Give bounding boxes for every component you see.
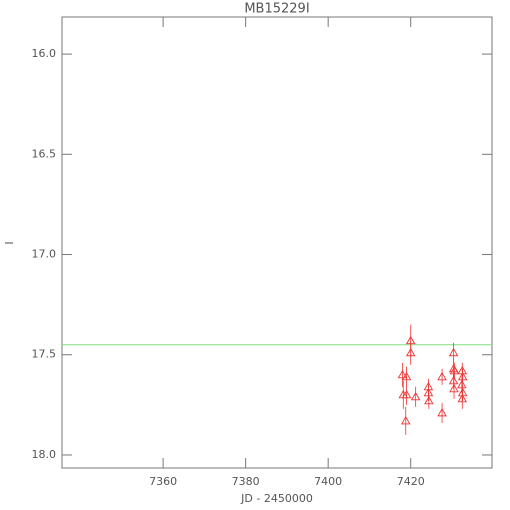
x-axis-label: JD - 2450000 bbox=[240, 492, 313, 505]
data-point bbox=[423, 387, 434, 397]
data-point bbox=[401, 389, 412, 399]
data-point bbox=[448, 347, 459, 357]
data-point bbox=[405, 347, 416, 357]
plot-frame bbox=[61, 16, 493, 469]
data-point bbox=[448, 375, 459, 385]
x-tick-label: 7360 bbox=[149, 475, 177, 488]
y-tick-label: 16.0 bbox=[32, 47, 57, 60]
data-point bbox=[410, 391, 421, 401]
data-point bbox=[457, 379, 467, 389]
data-point bbox=[397, 369, 408, 379]
y-tick-label: 16.5 bbox=[32, 147, 57, 160]
data-point bbox=[449, 365, 460, 375]
chart-title: MB15229I bbox=[244, 2, 309, 17]
y-tick-label: 17.0 bbox=[32, 248, 57, 261]
data-point bbox=[400, 415, 411, 425]
y-tick-label: 18.0 bbox=[32, 448, 57, 461]
data-point bbox=[424, 395, 434, 405]
data-point bbox=[437, 371, 447, 381]
y-axis-label: I bbox=[3, 241, 16, 244]
x-tick-label: 7420 bbox=[397, 475, 425, 488]
data-point bbox=[457, 371, 468, 381]
data-point bbox=[401, 371, 412, 381]
data-point bbox=[437, 407, 447, 417]
x-tick-label: 7400 bbox=[314, 475, 342, 488]
x-tick-label: 7380 bbox=[232, 475, 260, 488]
data-point bbox=[457, 393, 468, 403]
data-point bbox=[449, 383, 459, 393]
y-tick-label: 17.5 bbox=[32, 348, 57, 361]
